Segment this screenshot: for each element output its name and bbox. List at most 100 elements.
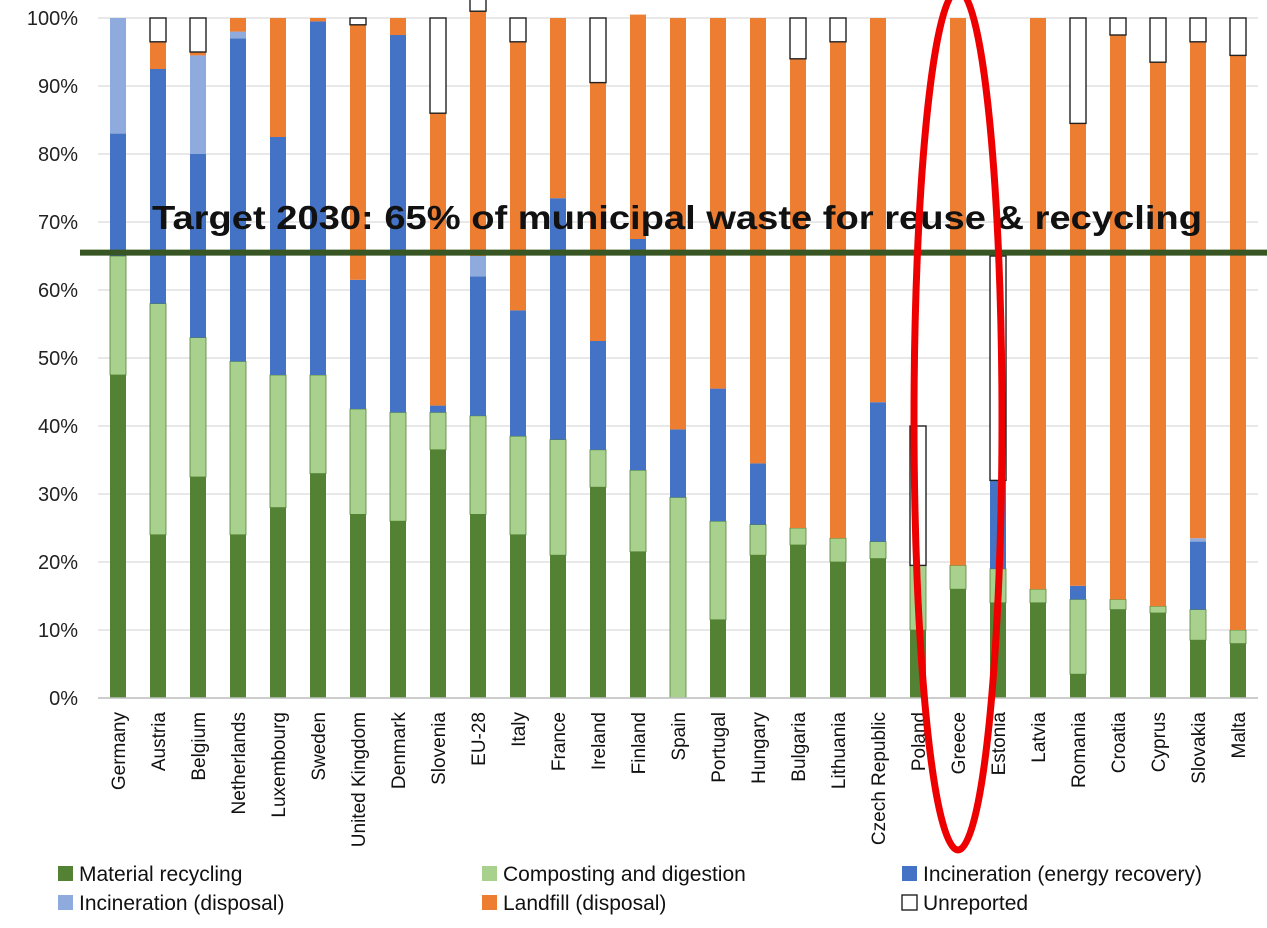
y-tick-label: 10% [38,620,78,642]
y-tick-label: 60% [38,280,78,302]
bar-segment-composting-and-digestion [309,374,327,474]
x-tick-label: Slovenia [429,712,450,785]
bar-segment-incineration-energy-recovery [870,402,886,542]
bar-segment-unreported [829,17,847,43]
x-tick-label: United Kingdom [349,712,370,847]
x-tick-label: Lithuania [829,712,850,790]
legend-swatch [901,894,918,911]
bar-segment-incineration-energy-recovery [550,198,566,440]
x-tick-label: Cyprus [1149,712,1170,772]
bar-segment-composting-and-digestion [1029,588,1047,604]
bar-segment-composting-and-digestion [509,435,527,536]
bar-segment-composting-and-digestion [1149,605,1167,614]
x-tick-label: Croatia [1109,712,1130,774]
bar-segment-incineration-energy-recovery [310,21,326,376]
bar-segment-incineration-energy-recovery [590,341,606,450]
bar-segment-incineration-disposal [470,256,486,277]
x-tick-label: Hungary [749,712,770,784]
bar-segment-material-recycling [950,589,966,698]
bar-segment-material-recycling [1190,640,1206,698]
bar-segment-landfill-disposal [1030,18,1046,590]
bar-segment-unreported [509,17,527,43]
bar-segment-composting-and-digestion [1109,599,1127,611]
bar-segment-material-recycling [710,619,726,698]
bar-segment-composting-and-digestion [949,565,967,590]
bar-segment-landfill-disposal [1230,55,1246,630]
y-tick-label: 0% [49,688,78,710]
bar-segment-incineration-energy-recovery [190,154,206,338]
bar-segment-material-recycling [350,514,366,698]
bars [109,0,1247,699]
bar-segment-incineration-energy-recovery [710,388,726,522]
bar-segment-unreported [1189,17,1207,43]
bar-segment-composting-and-digestion [1069,599,1087,675]
bar-segment-landfill-disposal [230,18,246,32]
bar-segment-material-recycling [310,473,326,698]
bar-segment-landfill-disposal [390,18,406,35]
bar-segment-material-recycling [270,507,286,698]
y-tick-label: 80% [38,144,78,166]
legend-label: Landfill (disposal) [503,892,666,915]
bar-segment-incineration-disposal [1190,538,1206,542]
bar-segment-unreported [1229,17,1247,57]
bar-segment-material-recycling [750,555,766,698]
x-tick-label: Estonia [989,712,1010,776]
bar-segment-landfill-disposal [430,113,446,406]
bar-segment-material-recycling [790,545,806,698]
bar-segment-landfill-disposal [190,52,206,56]
x-tick-label: Greece [949,712,970,774]
bar-segment-material-recycling [430,449,446,698]
bar-segment-material-recycling [390,521,406,698]
bar-segment-material-recycling [510,534,526,698]
bar-segment-incineration-energy-recovery [630,239,646,471]
x-tick-label: Belgium [189,712,210,781]
y-tick-label: 90% [38,76,78,98]
bar-segment-composting-and-digestion [709,520,727,621]
x-tick-label: Spain [669,712,690,761]
bar-segment-composting-and-digestion [269,374,287,509]
bar-segment-unreported [149,17,167,43]
bar-segment-incineration-energy-recovery [270,137,286,375]
bar-segment-material-recycling [630,551,646,698]
bar-segment-composting-and-digestion [829,537,847,563]
bar-segment-material-recycling [1070,674,1086,698]
bar-segment-composting-and-digestion [589,449,607,488]
x-tick-label: Malta [1229,712,1250,759]
annotations: Target 2030: 65% of municipal waste for … [80,0,1267,854]
legend-swatch [482,895,497,910]
bar-segment-material-recycling [150,534,166,698]
bar-segment-material-recycling [470,514,486,698]
x-tick-label: EU-28 [469,712,490,766]
bar-segment-unreported [1069,17,1087,125]
legend-label: Composting and digestion [503,863,746,886]
x-tick-label: Sweden [309,712,330,781]
bar-segment-landfill-disposal [830,41,846,539]
bar-segment-landfill-disposal [1110,35,1126,600]
legend-swatch [58,895,73,910]
x-tick-label: Finland [629,712,650,774]
bar-segment-composting-and-digestion [749,524,767,556]
bar-segment-landfill-disposal [310,18,326,22]
bar-segment-incineration-energy-recovery [430,405,446,413]
bar-segment-composting-and-digestion [109,255,127,376]
y-tick-label: 20% [38,552,78,574]
bar-segment-material-recycling [110,375,126,698]
x-tick-label: Czech Republic [869,712,890,845]
bar-segment-incineration-disposal [110,18,126,134]
bar-segment-composting-and-digestion [1229,629,1247,645]
bar-segment-material-recycling [190,477,206,698]
axes: 0% 10% 20% 30% 40% 50% 60% 70% 80% 90% 100% Germany… [27,8,1258,847]
bar-segment-unreported [189,17,207,53]
x-tick-label: Portugal [709,712,730,783]
legend-label: Incineration (disposal) [79,892,284,915]
bar-segment-material-recycling [870,558,886,698]
x-tick-label: Luxembourg [269,712,290,818]
bar-segment-material-recycling [1030,602,1046,698]
bar-segment-landfill-disposal [270,18,286,137]
legend-label: Unreported [923,892,1028,915]
bar-segment-incineration-energy-recovery [230,38,246,362]
bar-segment-unreported [589,17,607,84]
bar-segment-unreported [429,17,447,114]
bar-segment-incineration-energy-recovery [470,276,486,416]
bar-segment-landfill-disposal [510,41,526,311]
